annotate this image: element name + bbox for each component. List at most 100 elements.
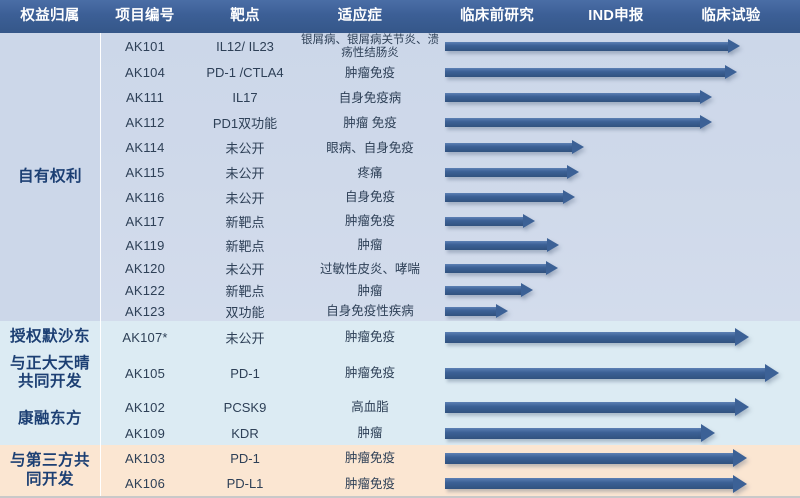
indication-name: 肿瘤 免疫	[343, 115, 397, 130]
indication-name: 疼痛	[357, 165, 383, 180]
group-label-text: 与正大天晴 共同开发	[9, 354, 90, 390]
target-name: 新靶点	[225, 284, 265, 299]
arrow-shaft	[445, 143, 574, 152]
target-name: IL17	[232, 90, 258, 105]
progress-arrow	[445, 364, 779, 382]
column-header-6: IND申报	[588, 8, 644, 24]
arrow-shaft	[445, 427, 703, 439]
progress-track	[445, 257, 800, 280]
table-row: AK117 新靶点 肿瘤免疫	[100, 209, 800, 233]
arrow-head-icon	[563, 189, 575, 204]
table-row: AK122 新靶点 肿瘤	[100, 280, 800, 301]
progress-arrow	[445, 398, 749, 416]
indication-name: 肿瘤免疫	[344, 65, 395, 80]
indication-name: 肿瘤免疫	[344, 451, 395, 465]
column-header-2: 项目编号	[115, 8, 175, 24]
arrow-shaft	[445, 168, 569, 177]
progress-track	[445, 353, 800, 393]
column-divider	[100, 33, 101, 321]
target-name: 未公开	[225, 141, 265, 156]
arrow-head-icon	[700, 115, 712, 129]
target-name: 未公开	[225, 190, 265, 206]
arrow-shaft	[445, 42, 730, 51]
progress-track	[445, 421, 800, 445]
arrow-shaft	[445, 331, 737, 343]
indication-name: 眼病、自身免疫	[326, 140, 414, 155]
column-divider	[100, 321, 101, 353]
target-name: PD-L1	[226, 476, 264, 491]
target-name: 新靶点	[225, 214, 265, 230]
arrow-head-icon	[728, 39, 740, 53]
project-code: AK103	[124, 450, 166, 466]
table-row: AK111 IL17 自身免疫病	[100, 85, 800, 110]
arrow-shaft	[445, 286, 523, 295]
arrow-shaft	[445, 68, 727, 77]
table-row: AK115 未公开 疼痛	[100, 160, 800, 185]
progress-arrow	[445, 261, 558, 275]
project-code: AK109	[124, 425, 166, 441]
arrow-head-icon	[733, 474, 747, 493]
indication-name: 自身免疫性疾病	[326, 304, 414, 318]
project-code: AK105	[124, 365, 166, 381]
table-row: AK101 IL12/ IL23 银屑病、银屑病关节炎、溃疡性结肠炎	[100, 33, 800, 60]
indication-name: 肿瘤免疫	[344, 330, 395, 344]
group-label-5: 与第三方共 同开发	[0, 445, 100, 497]
progress-arrow	[445, 189, 575, 204]
progress-arrow	[445, 140, 584, 154]
progress-track	[445, 33, 800, 60]
arrow-head-icon	[546, 261, 558, 275]
progress-track	[445, 60, 800, 85]
target-name: KDR	[231, 425, 259, 441]
arrow-head-icon	[521, 283, 533, 297]
progress-track	[445, 135, 800, 160]
project-code: AK111	[125, 90, 165, 105]
progress-track	[445, 209, 800, 233]
indication-name: 银屑病、银屑病关节炎、溃疡性结肠炎	[301, 33, 439, 59]
progress-arrow	[445, 328, 749, 346]
progress-arrow	[445, 213, 535, 228]
progress-arrow	[445, 474, 747, 493]
indication-name: 肿瘤免疫	[344, 366, 395, 380]
group-label-1: 自有权利	[0, 33, 100, 321]
group-label-2: 授权默沙东	[0, 321, 100, 354]
target-name: 新靶点	[225, 238, 265, 254]
indication-name: 肿瘤免疫	[344, 476, 395, 491]
project-code: AK116	[125, 189, 165, 205]
arrow-head-icon	[547, 237, 559, 252]
table-row: AK105 PD-1 肿瘤免疫	[100, 353, 800, 393]
project-code: AK112	[125, 115, 165, 130]
progress-track	[445, 301, 800, 321]
arrow-shaft	[445, 240, 549, 250]
arrow-shaft	[445, 478, 735, 489]
column-header-1: 权益归属	[20, 8, 80, 24]
arrow-shaft	[445, 216, 525, 226]
progress-arrow	[445, 90, 712, 104]
target-name: 双功能	[225, 304, 265, 320]
progress-track	[445, 110, 800, 135]
progress-track	[445, 321, 800, 353]
table-row: AK107* 未公开 肿瘤免疫	[100, 321, 800, 353]
table-row: AK114 未公开 眼病、自身免疫	[100, 135, 800, 160]
arrow-head-icon	[701, 424, 715, 442]
column-header-7: 临床试验	[701, 8, 761, 24]
indication-name: 过敏性皮炎、哮喘	[319, 261, 420, 276]
column-header-5: 临床前研究	[460, 8, 534, 24]
arrow-shaft	[445, 93, 702, 102]
indication-name: 肿瘤	[357, 238, 383, 252]
progress-arrow	[445, 39, 740, 53]
arrow-shaft	[445, 401, 737, 413]
progress-arrow	[445, 449, 747, 467]
table-row: AK119 新靶点 肿瘤	[100, 233, 800, 257]
progress-arrow	[445, 65, 737, 79]
indication-name: 自身免疫	[344, 190, 395, 204]
arrow-head-icon	[700, 90, 712, 104]
project-code: AK115	[125, 165, 165, 180]
project-code: AK122	[124, 283, 166, 298]
target-name: PD-1	[230, 365, 260, 381]
table-row: AK123 双功能 自身免疫性疾病	[100, 301, 800, 321]
column-divider	[100, 445, 101, 496]
group-label-text: 自有权利	[17, 167, 82, 185]
progress-track	[445, 280, 800, 301]
arrow-shaft	[445, 306, 498, 316]
